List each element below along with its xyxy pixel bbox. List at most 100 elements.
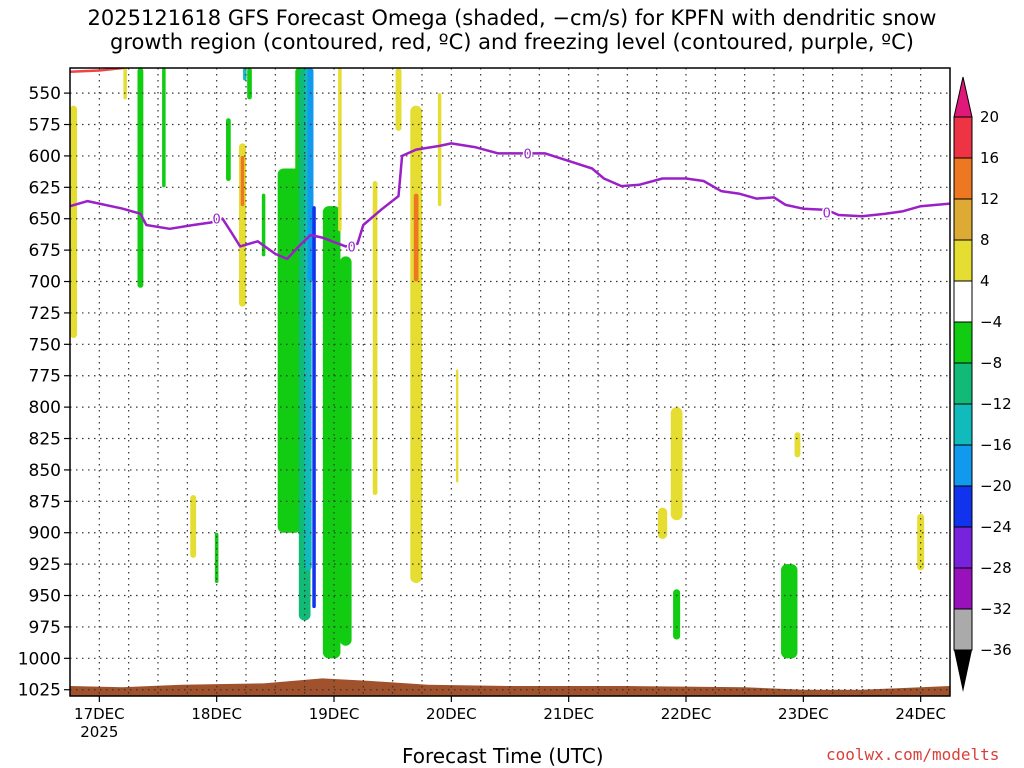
omega-region [247,68,252,100]
y-tick-label: 725 [29,304,61,324]
y-tick-label: 950 [29,587,61,607]
y-tick-label: 775 [29,367,61,387]
omega-region [456,369,459,483]
y-tick-label: 600 [29,147,61,167]
omega-region [339,256,352,646]
omega-region [190,495,197,558]
omega-region [322,206,341,659]
omega-region [410,105,422,583]
colorbar-swatch [953,157,973,200]
omega-region [338,68,342,232]
omega-region [162,68,166,188]
colorbar-swatch [953,280,973,323]
colorbar-label: −16 [980,436,1012,454]
y-tick-label: 1025 [18,681,61,701]
colorbar-label: 4 [980,272,990,290]
x-tick-label: 21DEC [543,705,594,723]
omega-region [413,193,419,282]
plot-frame [69,67,951,697]
y-tick-label: 850 [29,461,61,481]
omega-region [240,155,245,207]
colorbar-bottom-arrow [954,650,972,692]
chart-title: 2025121618 GFS Forecast Omega (shaded, −… [0,6,1024,54]
omega-region [673,589,681,640]
omega-region [437,93,442,207]
chart-title-line2: growth region (contoured, red, ºC) and f… [110,30,914,54]
omega-region [395,68,402,131]
x-tick-label: 23DEC [778,705,829,723]
colorbar-swatch [953,239,973,282]
freezing-level-label: 0 [523,147,531,162]
colorbar-label: −4 [980,313,1002,331]
y-tick-label: 675 [29,241,61,261]
y-tick-label: 825 [29,430,61,450]
colorbar-label: −8 [980,354,1002,372]
y-tick-label: 800 [29,398,61,418]
colorbar-label: 20 [980,108,999,126]
colorbar-swatch [953,362,973,405]
colorbar-label: −28 [980,559,1012,577]
plot-area [70,68,950,696]
omega-region [277,168,302,533]
freezing-level-label: 0 [347,240,355,255]
y-tick-label: 625 [29,178,61,198]
omega-region [261,193,266,257]
colorbar-label: −20 [980,477,1012,495]
colorbar-swatch [953,444,973,487]
freezing-level-line [70,142,950,261]
omega-region [243,68,247,81]
colorbar-swatch [953,198,973,241]
y-tick-label: 750 [29,335,61,355]
colorbar-swatch [953,116,973,159]
omega-region [794,432,801,458]
omega-region [657,507,668,539]
y-tick-label: 575 [29,116,61,136]
omega-region [123,68,127,100]
freezing-level-label: 0 [823,206,831,221]
omega-region [214,532,219,583]
y-tick-label: 550 [29,84,61,104]
colorbar-top-arrow [953,76,973,118]
x-tick-label: 19DEC [309,705,360,723]
omega-region [312,206,316,609]
omega-region [372,181,378,496]
omega-region [781,564,798,659]
colorbar-swatch [953,608,973,651]
x-tick-label: 20DEC [426,705,477,723]
dgz-contour-line [70,68,127,74]
x-tick-label: 18DEC [191,705,242,723]
chart-title-line1: 2025121618 GFS Forecast Omega (shaded, −… [87,6,937,30]
y-tick-label: 900 [29,524,61,544]
colorbar-swatch [953,526,973,569]
y-tick-label: 1000 [18,649,61,669]
y-tick-label: 975 [29,618,61,638]
colorbar-swatch [953,321,973,364]
y-tick-label: 875 [29,492,61,512]
omega-region [70,105,78,339]
y-tick-label: 650 [29,210,61,230]
colorbar-label: −24 [980,518,1012,536]
colorbar-label: 12 [980,190,999,208]
omega-region [137,68,144,288]
x-tick-label: 24DEC [895,705,946,723]
y-tick-label: 700 [29,273,61,293]
colorbar-label: 16 [980,149,999,167]
omega-region [307,68,314,282]
x-tick-label: 22DEC [661,705,712,723]
x-axis-label: Forecast Time (UTC) [402,744,604,768]
colorbar-label: −12 [980,395,1012,413]
x-tick-label: 17DEC [74,705,125,723]
y-tick-label: 925 [29,555,61,575]
colorbar-swatch [953,485,973,528]
freezing-level-label: 0 [213,213,221,228]
omega-region [670,407,683,521]
x-year-label: 2025 [80,723,118,741]
colorbar-label: 8 [980,231,990,249]
colorbar-swatch [953,403,973,446]
colorbar-label: −36 [980,641,1012,659]
omega-region [226,118,231,182]
colorbar-label: −32 [980,600,1012,618]
colorbar-swatch [953,567,973,610]
watermark-link[interactable]: coolwx.com/modelts [826,745,1000,764]
